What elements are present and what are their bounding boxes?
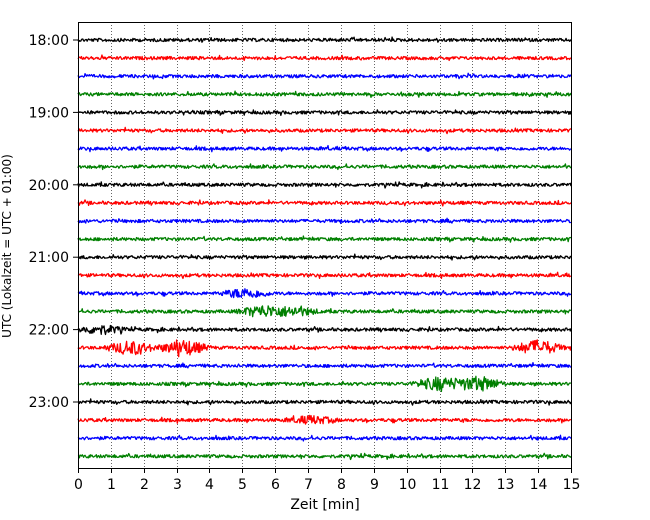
grid-lines (111, 22, 539, 468)
y-axis-label: UTC (Lokalzeit = UTC + 01:00) (0, 154, 14, 338)
x-tick-label-0: 0 (74, 477, 83, 493)
x-tick-label-3: 3 (173, 477, 182, 493)
trace-1800 (77, 36, 572, 43)
y-tick-label-2200: 22:00 (29, 323, 69, 339)
y-tick-label-2300: 23:00 (29, 395, 69, 411)
trace-2145 (77, 305, 572, 318)
trace-2000 (77, 181, 572, 189)
trace-2315 (77, 414, 572, 425)
seismic-traces (77, 36, 572, 461)
trace-2045 (77, 235, 572, 243)
x-tick-label-2: 2 (140, 477, 149, 493)
trace-1930 (77, 144, 572, 153)
y-axis-ticks: 18:00 19:00 20:00 21:00 22:00 23:00 (29, 33, 78, 411)
y-tick-label-2000: 20:00 (29, 178, 69, 194)
trace-2130 (77, 288, 572, 299)
y-tick-label-1900: 19:00 (29, 105, 69, 121)
trace-1830 (77, 72, 572, 80)
y-tick-label-2100: 21:00 (29, 250, 69, 266)
trace-2100 (77, 253, 572, 261)
trace-1900 (77, 109, 572, 117)
trace-2215 (77, 339, 572, 358)
trace-1845 (77, 90, 572, 99)
x-tick-label-1: 1 (107, 477, 116, 493)
trace-2200 (77, 324, 572, 336)
x-axis-label: Zeit [min] (290, 497, 359, 513)
plot-frame (78, 22, 572, 469)
x-tick-label-5: 5 (238, 477, 247, 493)
x-tick-label-9: 9 (370, 477, 379, 493)
x-tick-label-15: 15 (563, 477, 581, 493)
x-tick-label-7: 7 (304, 477, 313, 493)
trace-2115 (77, 271, 572, 280)
x-tick-label-13: 13 (497, 477, 515, 493)
trace-2230 (77, 362, 572, 369)
trace-2300 (77, 398, 572, 406)
x-tick-label-6: 6 (271, 477, 280, 493)
trace-2015 (77, 199, 572, 207)
x-tick-label-11: 11 (432, 477, 450, 493)
trace-2030 (77, 217, 572, 225)
trace-1815 (77, 54, 572, 62)
x-tick-label-14: 14 (530, 477, 548, 493)
trace-2345 (77, 452, 572, 461)
y-tick-label-1800: 18:00 (29, 33, 69, 49)
trace-1945 (77, 163, 572, 171)
trace-2330 (77, 434, 572, 442)
x-tick-label-10: 10 (399, 477, 417, 493)
x-tick-label-12: 12 (464, 477, 482, 493)
x-axis-ticks: 0 1 2 3 4 5 6 7 8 9 10 11 12 13 14 15 (74, 468, 580, 493)
x-tick-label-4: 4 (205, 477, 214, 493)
trace-1915 (77, 126, 572, 135)
trace-2245 (77, 375, 572, 393)
x-tick-label-8: 8 (337, 477, 346, 493)
